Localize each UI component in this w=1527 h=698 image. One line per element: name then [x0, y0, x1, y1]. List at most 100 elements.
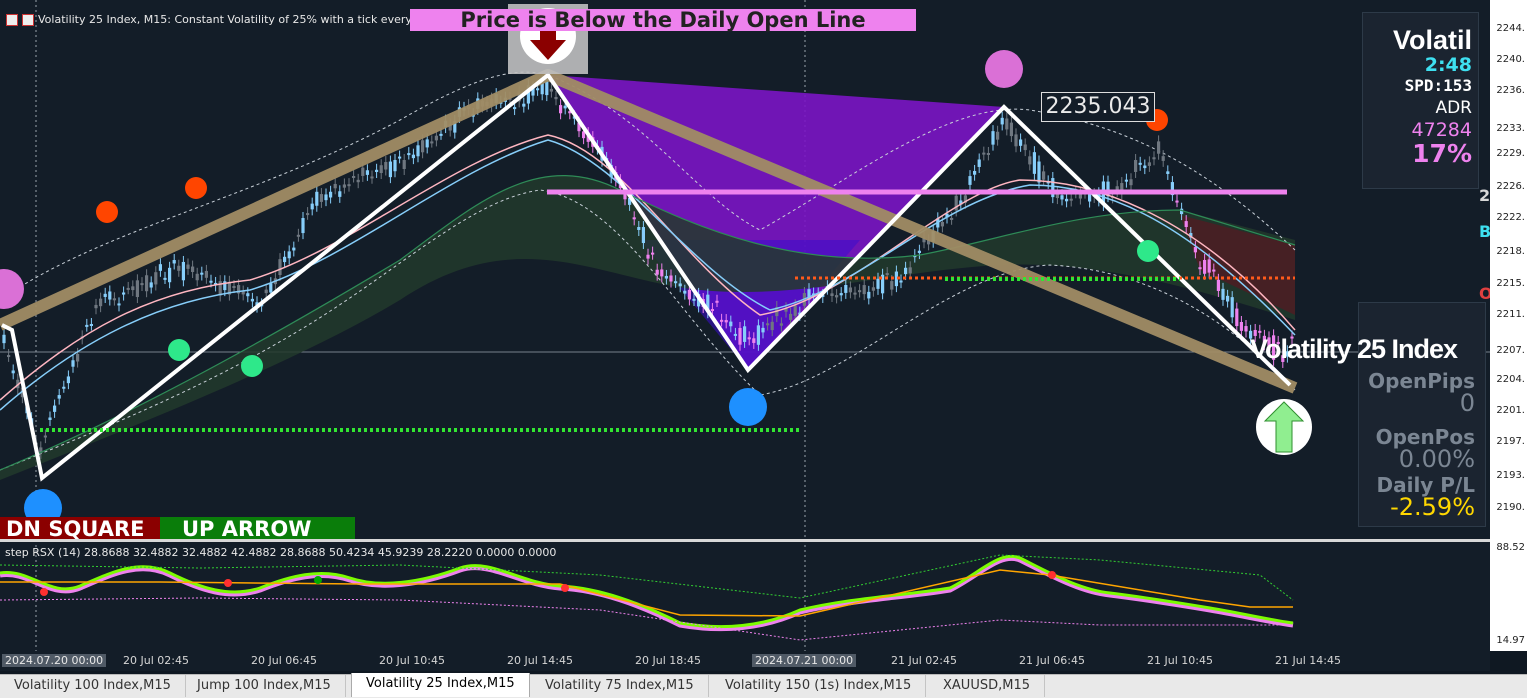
candle-body	[798, 312, 802, 315]
time-tick: 21 Jul 10:45	[1147, 654, 1213, 667]
rsx-cross-dot	[314, 576, 322, 584]
daily-pl-value: -2.59%	[1390, 493, 1475, 521]
candle-body	[292, 247, 296, 251]
candle-body	[674, 281, 678, 284]
rsx-cross-dot	[40, 588, 48, 596]
candle-body	[135, 280, 139, 298]
candle-body	[117, 303, 121, 306]
rsx-line-green	[0, 554, 1294, 629]
candle-body	[1161, 156, 1165, 161]
chart-tab[interactable]: XAUUSD,M15	[929, 675, 1045, 697]
candle-body	[324, 194, 328, 201]
price-tick: 2193.	[1496, 470, 1525, 481]
candle-body	[287, 251, 291, 259]
candle-body	[982, 152, 986, 155]
candle-body	[793, 305, 797, 316]
adr-value: 47284	[1411, 119, 1472, 141]
price-tick: 2201.	[1496, 405, 1525, 416]
candle-body	[641, 227, 645, 244]
rsx-subwindow[interactable]	[0, 541, 1490, 651]
candle-body	[329, 191, 333, 198]
candle-body	[186, 264, 190, 269]
candle-body	[200, 272, 204, 275]
candle-body	[513, 107, 517, 110]
candle-body	[683, 290, 687, 294]
panel-symbol: Volatil	[1392, 25, 1472, 55]
chart-tabs: Volatility 100 Index,M15 Jump 100 Index,M…	[0, 673, 1527, 698]
chart-tab[interactable]: Volatility 25 Index,M15	[351, 673, 530, 697]
chart-window-icon-2[interactable]	[22, 13, 34, 26]
candle-body	[871, 287, 875, 291]
chart-tab[interactable]: Volatility 100 Index,M15	[0, 675, 186, 697]
candle-body	[1253, 329, 1257, 336]
zigzag-price-label: 2235.043	[1041, 92, 1155, 122]
signal-dot	[241, 355, 263, 377]
candle-body	[770, 321, 774, 331]
candle-body	[904, 267, 908, 275]
envelope-upper	[0, 71, 1296, 301]
time-tick: 21 Jul 06:45	[1019, 654, 1085, 667]
candle-body	[1249, 330, 1253, 339]
candle-body	[365, 170, 369, 175]
candle-body	[338, 191, 342, 197]
candle-body	[1009, 122, 1013, 137]
subwindow-separator[interactable]	[0, 539, 1527, 542]
candle-body	[453, 120, 457, 133]
candle-body	[908, 267, 912, 274]
candle-body	[1060, 195, 1064, 200]
candle-body	[411, 154, 415, 159]
candle-body	[434, 135, 438, 141]
rsx-axis-tick: 88.52	[1496, 542, 1525, 553]
candle-body	[66, 376, 70, 384]
edge-letter-o: O	[1479, 284, 1493, 303]
candle-body	[632, 217, 636, 220]
candle-body	[968, 176, 972, 185]
candle-body	[637, 227, 641, 230]
candle-body	[85, 324, 89, 327]
candle-body	[761, 327, 765, 333]
candle-body	[830, 293, 834, 297]
signal-dot	[96, 201, 118, 223]
chart-tab[interactable]: Volatility 75 Index,M15	[531, 675, 709, 697]
chart-tab[interactable]: Volatility 150 (1s) Index,M15	[711, 675, 927, 697]
price-tick: 2211.	[1496, 309, 1525, 320]
candle-body	[1023, 144, 1027, 151]
candle-body	[922, 237, 926, 243]
candle-body	[646, 254, 650, 259]
candle-body	[393, 159, 397, 172]
candle-body	[1032, 152, 1036, 174]
chart-canvas[interactable]	[0, 0, 1490, 651]
candle-body	[563, 105, 567, 109]
candle-body	[379, 165, 383, 174]
candle-body	[333, 183, 337, 189]
candle-body	[352, 175, 356, 178]
candle-body	[651, 252, 655, 255]
candle-body	[881, 274, 885, 294]
candle-body	[876, 278, 880, 289]
time-axis[interactable]: 2024.07.20 00:00 20 Jul 02:45 20 Jul 06:45…	[0, 651, 1490, 671]
candle-body	[430, 141, 434, 144]
price-tick: 2197.	[1496, 436, 1525, 447]
candle-body	[1134, 160, 1138, 172]
candle-body	[1272, 335, 1276, 360]
candle-body	[715, 300, 719, 303]
candle-body	[1042, 171, 1046, 180]
candle-body	[660, 269, 664, 277]
info-panel-top: Volatil 2:48 SPD:153 ADR 47284 17%	[1362, 12, 1479, 189]
ma-green	[0, 175, 1296, 471]
signal-dot	[0, 269, 24, 309]
rsx-band-lower	[0, 597, 1293, 641]
chart-tab[interactable]: Jump 100 Index,M15	[183, 675, 346, 697]
candle-body	[241, 291, 245, 295]
chart-window-icon[interactable]	[6, 13, 18, 26]
candle-body	[246, 293, 250, 297]
candle-body	[1065, 198, 1069, 202]
candle-body	[191, 266, 195, 273]
candle-body	[421, 140, 425, 153]
candle-body	[1046, 181, 1050, 184]
price-tick: 2190.	[1496, 502, 1525, 513]
price-axis[interactable]: 2244. 2240. 2236. 2233. 2229. 2226. 2222. 2218.…	[1490, 0, 1527, 651]
candle-body	[1226, 295, 1230, 302]
candle-body	[844, 284, 848, 293]
candle-body	[917, 250, 921, 254]
